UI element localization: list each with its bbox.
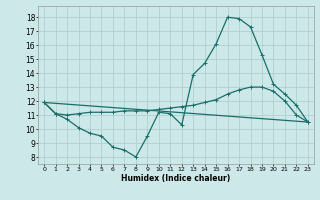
X-axis label: Humidex (Indice chaleur): Humidex (Indice chaleur) xyxy=(121,174,231,183)
